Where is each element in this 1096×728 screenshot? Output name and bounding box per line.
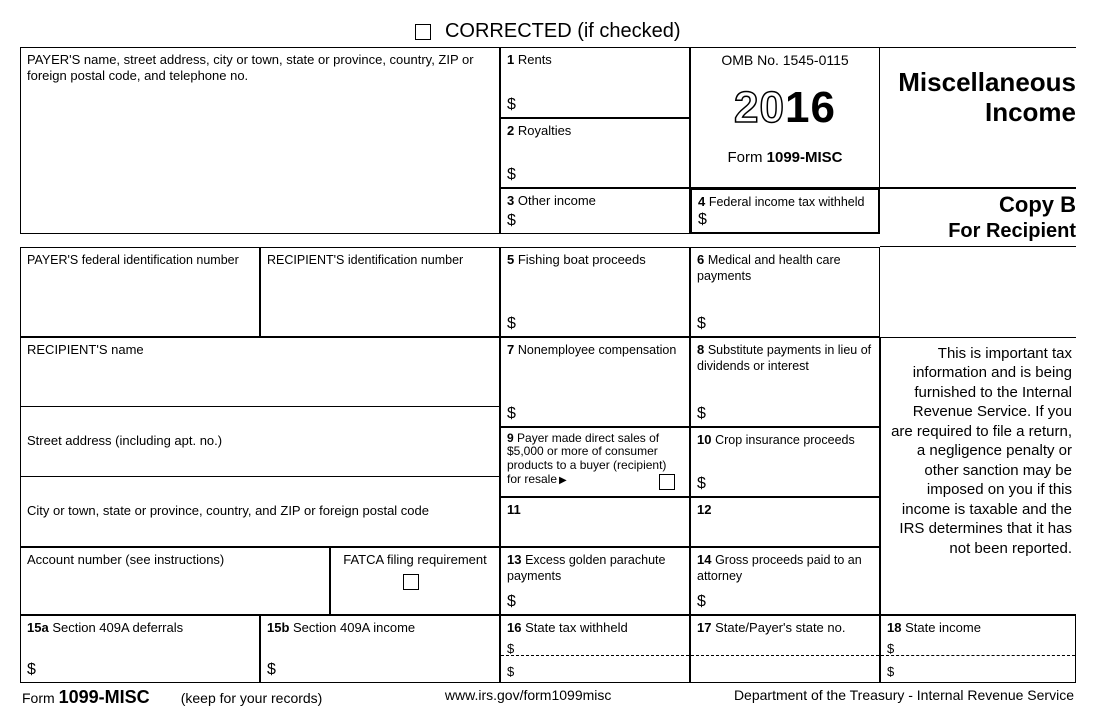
box-4[interactable]: 4 Federal income tax withheld $ <box>690 188 880 234</box>
box-6[interactable]: 6 Medical and health care payments $ <box>690 247 880 337</box>
city-label: City or town, state or province, country… <box>27 503 429 519</box>
payer-block[interactable]: PAYER'S name, street address, city or to… <box>20 48 500 234</box>
account-label: Account number (see instructions) <box>27 552 224 567</box>
year-solid: 16 <box>785 83 836 132</box>
box-2-label: Royalties <box>518 123 571 138</box>
box-3-label: Other income <box>518 193 596 208</box>
footer-left: Form 1099-MISC (keep for your records) <box>22 687 322 708</box>
arrow-icon <box>557 472 567 486</box>
notice-block: This is important tax information and is… <box>880 337 1076 615</box>
box-4-label: Federal income tax withheld <box>709 195 865 209</box>
box-9: 9 Payer made direct sales of $5,000 or m… <box>500 427 690 497</box>
title-line-1: Miscellaneous <box>880 68 1076 98</box>
box-10[interactable]: 10 Crop insurance proceeds $ <box>690 427 880 497</box>
form-line: Form 1099-MISC <box>697 149 873 168</box>
account-number[interactable]: Account number (see instructions) <box>20 547 330 615</box>
footer-dept: Department of the Treasury - Internal Re… <box>734 687 1074 708</box>
tax-year: 2016 <box>697 80 873 135</box>
footer-url: www.irs.gov/form1099misc <box>445 687 612 708</box>
box-9-label: Payer made direct sales of $5,000 or mor… <box>507 431 666 486</box>
box-16[interactable]: 16 State tax withheld $ $ <box>500 615 690 683</box>
box-17[interactable]: 17 State/Payer's state no. <box>690 615 880 683</box>
box-3[interactable]: 3 Other income $ <box>500 188 690 234</box>
fatca-label: FATCA filing requirement <box>337 552 493 568</box>
footer: Form 1099-MISC (keep for your records) w… <box>20 683 1076 708</box>
fatca-checkbox[interactable] <box>403 574 419 590</box>
fatca-block: FATCA filing requirement <box>330 547 500 615</box>
box-18-label: State income <box>905 620 981 635</box>
box-14[interactable]: 14 Gross proceeds paid to an attorney $ <box>690 547 880 615</box>
box-8-label: Substitute payments in lieu of dividends… <box>697 343 871 374</box>
street-label: Street address (including apt. no.) <box>27 433 222 449</box>
for-recipient: For Recipient <box>880 219 1076 244</box>
box-6-label: Medical and health care payments <box>697 253 841 284</box>
payer-id-label: PAYER'S federal identification number <box>27 253 239 267</box>
box-18[interactable]: 18 State income $ $ <box>880 615 1076 683</box>
spacer-right-1 <box>880 247 1076 337</box>
box-2[interactable]: 2 Royalties $ <box>500 118 690 188</box>
recipient-name[interactable]: RECIPIENT'S name <box>20 337 500 407</box>
copy-b: Copy B <box>880 191 1076 219</box>
box-14-label: Gross proceeds paid to an attorney <box>697 553 862 584</box>
box-5-label: Fishing boat proceeds <box>518 252 646 267</box>
recipient-name-label: RECIPIENT'S name <box>27 342 144 357</box>
box-9-checkbox[interactable] <box>659 474 675 490</box>
recipient-id-label: RECIPIENT'S identification number <box>267 253 463 267</box>
dollar-sign: $ <box>507 95 516 115</box>
box-13[interactable]: 13 Excess golden parachute payments $ <box>500 547 690 615</box>
box-8[interactable]: 8 Substitute payments in lieu of dividen… <box>690 337 880 427</box>
corrected-checkbox[interactable] <box>415 24 431 40</box>
box-15b[interactable]: 15b Section 409A income $ <box>260 615 500 683</box>
box-15b-label: Section 409A income <box>293 620 415 635</box>
box-11[interactable]: 11 <box>500 497 690 547</box>
payer-id[interactable]: PAYER'S federal identification number <box>20 247 260 337</box>
box-5[interactable]: 5 Fishing boat proceeds $ <box>500 247 690 337</box>
box-7[interactable]: 7 Nonemployee compensation $ <box>500 337 690 427</box>
omb-year-block: OMB No. 1545-0115 2016 Form 1099-MISC <box>690 48 880 188</box>
footer-keep: (keep for your records) <box>181 690 323 706</box>
box-17-label: State/Payer's state no. <box>715 620 845 635</box>
year-outline: 20 <box>734 83 785 132</box>
recipient-id[interactable]: RECIPIENT'S identification number <box>260 247 500 337</box>
form-1099-misc: CORRECTED (if checked) PAYER'S name, str… <box>20 20 1076 708</box>
box-1-label: Rents <box>518 52 552 67</box>
box-13-label: Excess golden parachute payments <box>507 553 665 584</box>
form-grid: PAYER'S name, street address, city or to… <box>20 47 1076 683</box>
city-state[interactable]: City or town, state or province, country… <box>20 477 500 547</box>
omb-number: OMB No. 1545-0115 <box>697 52 873 70</box>
box-16-label: State tax withheld <box>525 620 628 635</box>
payer-block-label: PAYER'S name, street address, city or to… <box>27 52 474 83</box>
notice-text: This is important tax information and is… <box>891 345 1072 557</box>
box-15a[interactable]: 15a Section 409A deferrals $ <box>20 615 260 683</box>
corrected-label: CORRECTED (if checked) <box>445 20 681 42</box>
box-12[interactable]: 12 <box>690 497 880 547</box>
street-address[interactable]: Street address (including apt. no.) <box>20 407 500 477</box>
title-line-2: Income <box>880 98 1076 128</box>
box-1[interactable]: 1 Rents $ <box>500 48 690 118</box>
box-10-label: Crop insurance proceeds <box>715 433 855 447</box>
corrected-row: CORRECTED (if checked) <box>20 20 1076 43</box>
box-15a-label: Section 409A deferrals <box>52 620 183 635</box>
title-block: Miscellaneous Income <box>880 48 1076 188</box>
box-7-label: Nonemployee compensation <box>518 343 676 357</box>
copyb-block: Copy B For Recipient <box>880 188 1076 247</box>
